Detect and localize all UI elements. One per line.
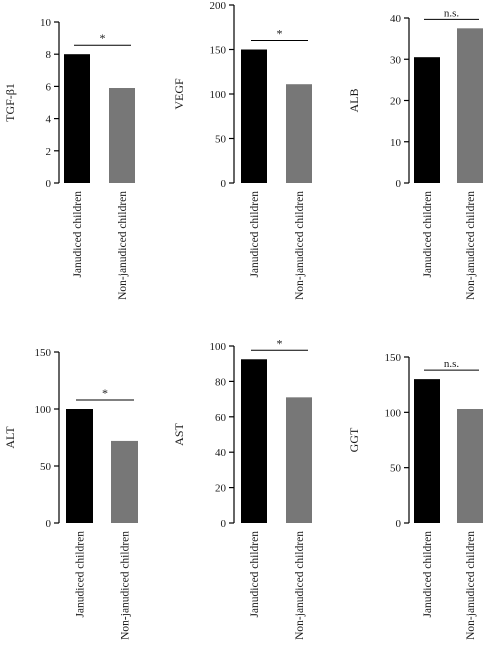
bar-jaundiced [414, 57, 440, 183]
bar-jaundiced [241, 359, 267, 523]
y-tick-label: 0 [221, 518, 227, 530]
y-tick-label: 40 [215, 447, 227, 459]
category-label: Janudiced children [249, 191, 261, 278]
bar-jaundiced [241, 49, 267, 183]
y-axis-label: GGT [347, 427, 361, 452]
y-tick-label: 0 [396, 518, 402, 530]
category-label: Janudiced children [75, 531, 87, 618]
y-tick-label: 2 [46, 146, 52, 158]
category-label: Janudiced children [422, 191, 434, 278]
significance-label: * [277, 27, 283, 41]
bar-jaundiced [64, 54, 90, 184]
significance-label: * [277, 336, 283, 350]
y-tick-label: 0 [46, 178, 52, 190]
y-axis-label: VEGF [172, 78, 186, 110]
y-tick-label: 150 [210, 45, 227, 57]
category-label: Non-janudiced children [294, 191, 306, 300]
y-axis-label: ALT [3, 426, 17, 449]
y-tick-label: 4 [46, 114, 52, 126]
panel-alb: 0 10 20 30 40 ALB Janudiced children Non-janudi… [347, 7, 483, 300]
category-label: Non-janudiced children [117, 191, 129, 300]
y-axis-label: AST [172, 422, 186, 445]
y-tick-label: 0 [46, 518, 52, 530]
category-label: Non-janudiced children [120, 531, 132, 640]
y-tick-label: 20 [215, 483, 227, 495]
y-tick-label: 50 [215, 134, 227, 146]
panel-ast: 0 20 40 60 80 100 AST Janudiced children Non-jan… [172, 336, 312, 640]
y-tick-label: 100 [35, 404, 52, 416]
panel-vegf: 0 50 100 150 200 VEGF Janudiced children Non-ja… [172, 0, 312, 300]
y-tick-label: 0 [396, 178, 402, 190]
y-tick-label: 150 [35, 347, 52, 359]
y-axis-label: ALB [347, 89, 361, 113]
y-tick-label: 10 [390, 137, 402, 149]
panel-tgf1: 0 2 4 6 8 10 TGF-β1 Janudiced children Non-janud… [3, 17, 135, 300]
category-label: Non-janudiced children [465, 191, 477, 300]
bar-non-jaundiced [457, 409, 483, 523]
y-tick-label: 80 [215, 376, 227, 388]
bar-non-jaundiced [286, 84, 312, 183]
panel-alt: 0 50 100 150 ALT Janudiced children Non-janudi… [3, 347, 138, 640]
category-label: Janudiced children [422, 531, 434, 618]
significance-label: n.s. [444, 358, 460, 370]
category-label: Non-janudiced children [294, 531, 306, 640]
y-tick-label: 0 [221, 178, 227, 190]
significance-label: * [102, 386, 108, 400]
bar-jaundiced [414, 379, 440, 523]
y-tick-label: 20 [390, 96, 402, 108]
bar-non-jaundiced [109, 88, 135, 183]
y-axis-label: TGF-β1 [3, 83, 17, 122]
panel-ggt: 0 50 100 150 GGT Janudiced children Non-janudi… [347, 352, 483, 640]
category-label: Janudiced children [249, 531, 261, 618]
y-tick-label: 40 [390, 13, 402, 25]
y-tick-label: 50 [40, 461, 52, 473]
y-tick-label: 6 [46, 81, 52, 93]
y-tick-label: 30 [390, 54, 402, 66]
bar-non-jaundiced [286, 397, 312, 523]
y-tick-label: 10 [40, 17, 52, 29]
bar-non-jaundiced [457, 28, 483, 183]
y-tick-label: 100 [210, 341, 227, 353]
category-label: Non-janudiced children [465, 531, 477, 640]
y-tick-label: 60 [215, 412, 227, 424]
bar-non-jaundiced [111, 440, 138, 523]
y-tick-label: 150 [385, 352, 402, 364]
significance-label: n.s. [444, 7, 460, 19]
y-tick-label: 50 [390, 463, 402, 475]
y-tick-label: 100 [385, 407, 402, 419]
y-tick-label: 100 [210, 89, 227, 101]
significance-label: * [100, 31, 106, 45]
category-label: Janudiced children [72, 191, 84, 278]
y-tick-label: 200 [210, 0, 227, 12]
y-tick-label: 8 [46, 49, 52, 61]
bar-jaundiced [66, 409, 93, 523]
